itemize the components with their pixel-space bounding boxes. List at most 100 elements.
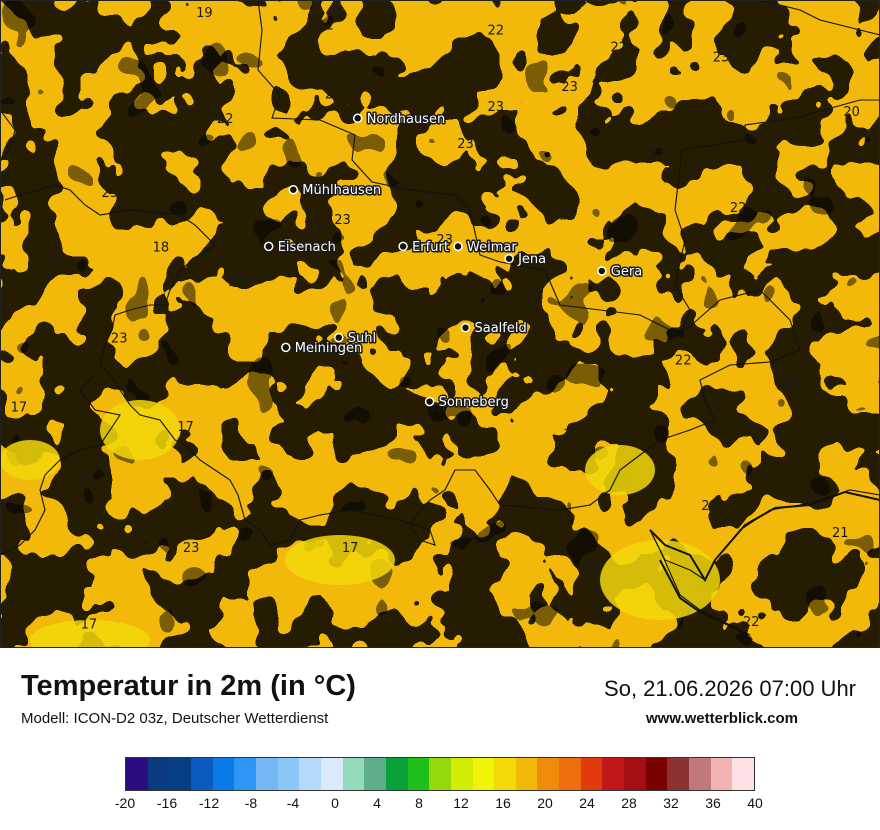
city-marker[interactable]: Weimar [453, 238, 519, 256]
city-dot [334, 332, 344, 343]
city-marker[interactable]: Nordhausen [352, 110, 447, 128]
city-dot [352, 113, 363, 124]
temperature-value: 22 [217, 112, 234, 127]
color-swatch [234, 758, 256, 790]
website-link[interactable]: www.wetterblick.com [646, 710, 798, 727]
temperature-value: 22 [436, 590, 453, 605]
temperature-value: 23 [102, 186, 119, 201]
temperature-value: 22 [317, 19, 334, 34]
scale-tick-label: -8 [244, 795, 258, 811]
color-swatch [515, 758, 538, 790]
color-swatch [364, 758, 386, 790]
temperature-value: 22 [675, 354, 692, 369]
scale-tick-label: 40 [747, 795, 763, 811]
city-name: Suhl [348, 331, 376, 346]
city-marker[interactable]: Mühlhausen [288, 182, 383, 200]
scale-tick-label: 0 [331, 795, 339, 811]
temperature-value: 23 [111, 332, 128, 347]
temperature-value: 22 [325, 88, 342, 103]
temperature-value: 17 [342, 541, 359, 556]
temperature-value: 15 [584, 558, 601, 573]
city-marker[interactable]: Gera [597, 263, 644, 281]
city-dot [398, 241, 408, 252]
color-swatch [169, 758, 191, 790]
temperature-value: 22 [611, 41, 628, 56]
color-swatch [429, 758, 451, 790]
temperature-value: 23 [488, 100, 505, 115]
scale-tick-label: -12 [198, 795, 220, 811]
hot-zone-layer [0, 0, 880, 648]
color-swatch [667, 758, 690, 790]
temperature-value: 22 [488, 24, 505, 39]
temperature-value: 23 [457, 137, 474, 152]
scale-tick-label: 16 [495, 795, 511, 811]
color-swatch [450, 758, 473, 790]
city-dot [453, 241, 463, 252]
temperature-value: 22 [730, 201, 747, 216]
temperature-value: 23 [785, 376, 802, 391]
temperature-value: 19 [196, 6, 213, 21]
legend-panel: Temperatur in 2m (in °C) Modell: ICON-D2… [0, 648, 880, 830]
temperature-value: 23 [436, 233, 453, 248]
city-dot [281, 342, 291, 353]
temperature-value: 23 [713, 51, 730, 66]
color-scale-ticks: -20 -16 -12 -8 -4 0 4 8 12 16 20 24 28 32 36 40 [0, 795, 880, 815]
map-title: Temperatur in 2m (in °C) [21, 670, 356, 702]
scale-tick-label: 8 [415, 795, 423, 811]
city-marker[interactable]: Eisenach [263, 238, 337, 256]
temperature-value: 17 [81, 617, 98, 632]
city-name: Gera [611, 265, 642, 280]
temperature-value: 22 [648, 149, 665, 164]
city-name: Meiningen [295, 341, 362, 356]
temperature-value: 22 [701, 499, 718, 514]
temperature-labels: 19 22 22 22 23 22 22 23 23 20 22 23 22 23 22 23 23 18 23 22… [11, 6, 860, 632]
color-swatch [580, 758, 603, 790]
temperature-value: 22 [743, 615, 760, 630]
scale-tick-label: 20 [537, 795, 553, 811]
color-swatch [645, 758, 668, 790]
city-dot [424, 396, 435, 407]
temperature-map[interactable]: 19 22 22 22 23 22 22 23 23 20 22 23 22 23 22 23 23 18 23 22… [0, 0, 880, 648]
color-swatch [212, 758, 235, 790]
temperature-value: 17 [563, 428, 580, 443]
city-marker[interactable]: Saalfeld [460, 320, 528, 338]
color-swatch [190, 758, 213, 790]
city-dot [288, 184, 299, 195]
forecast-datetime: So, 21.06.2026 07:00 Uhr [604, 676, 856, 701]
color-swatch [126, 758, 148, 790]
scale-tick-label: -4 [286, 795, 300, 811]
color-swatch [320, 758, 343, 790]
country-border [649, 490, 880, 641]
city-name: Weimar [467, 240, 517, 255]
city-marker[interactable]: Suhl [334, 330, 378, 348]
temperature-value: 22 [81, 58, 98, 73]
city-marker[interactable]: Jena [504, 251, 548, 269]
color-swatch [277, 758, 300, 790]
temperature-value: 23 [561, 80, 578, 95]
scale-tick-label: -20 [114, 795, 136, 811]
temperature-value: 23 [77, 472, 94, 487]
city-marker[interactable]: Erfurt [398, 238, 450, 256]
temperature-value: 17 [177, 420, 194, 435]
model-info: Modell: ICON-D2 03z, Deutscher Wetterdie… [21, 710, 329, 727]
scale-tick-label: -16 [156, 795, 178, 811]
scale-tick-label: 24 [579, 795, 595, 811]
temperature-value: 21 [533, 346, 550, 361]
color-swatch [710, 758, 733, 790]
color-swatch [299, 758, 321, 790]
city-dot [504, 253, 514, 264]
color-swatch [602, 758, 625, 790]
color-swatch [559, 758, 581, 790]
color-swatch [385, 758, 408, 790]
city-name: Sonneberg [439, 395, 509, 410]
city-markers: Nordhausen Mühlhausen Eisenach Erfurt Weimar… [263, 110, 644, 412]
city-name: Erfurt [412, 240, 449, 255]
scale-tick-label: 28 [621, 795, 637, 811]
city-marker[interactable]: Sonneberg [424, 394, 510, 412]
color-swatch [689, 758, 711, 790]
city-marker[interactable]: Meiningen [281, 339, 364, 357]
scale-tick-label: 12 [453, 795, 469, 811]
scale-tick-label: 32 [663, 795, 679, 811]
color-swatch [472, 758, 495, 790]
temperature-value: 20 [843, 105, 860, 120]
